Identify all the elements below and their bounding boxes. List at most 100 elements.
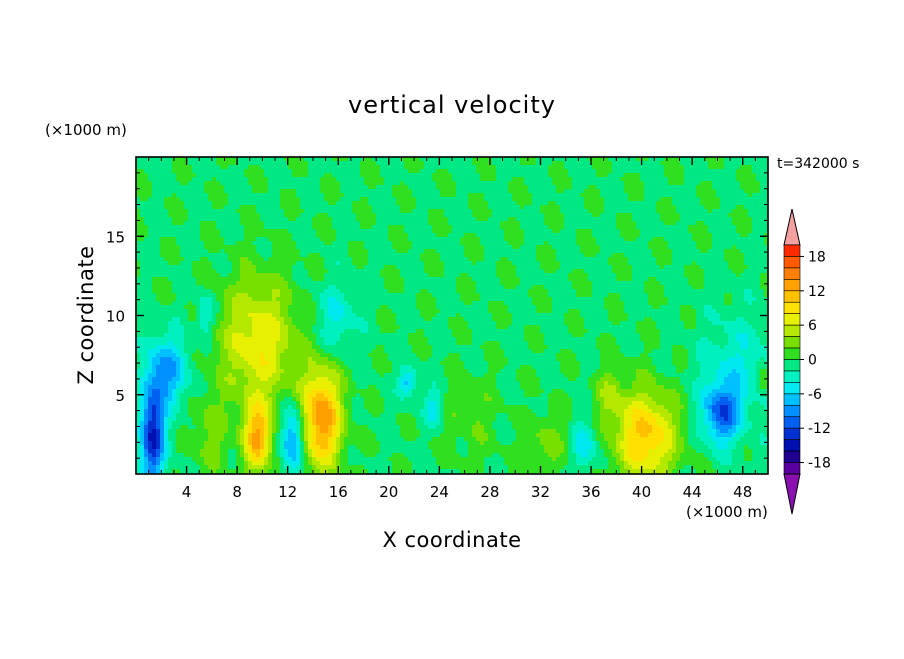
- heatmap-cell: [556, 249, 561, 254]
- heatmap-cell: [164, 253, 169, 258]
- heatmap-cell: [392, 225, 397, 230]
- heatmap-cell: [540, 277, 545, 282]
- heatmap-cell: [280, 281, 285, 286]
- heatmap-cell: [588, 173, 593, 178]
- heatmap-cell: [512, 281, 517, 286]
- heatmap-cell: [168, 185, 173, 190]
- heatmap-cell: [700, 233, 705, 238]
- heatmap-cell: [600, 213, 605, 218]
- heatmap-cell: [388, 169, 393, 174]
- heatmap-cell: [396, 205, 401, 210]
- heatmap-cell: [640, 185, 645, 190]
- heatmap-cell: [568, 237, 573, 242]
- heatmap-cell: [756, 253, 761, 258]
- heatmap-cell: [396, 269, 401, 274]
- heatmap-cell: [228, 205, 233, 210]
- heatmap-cell: [292, 157, 297, 162]
- heatmap-cell: [712, 233, 717, 238]
- heatmap-cell: [384, 189, 389, 194]
- heatmap-cell: [636, 261, 641, 266]
- heatmap-cell: [568, 265, 573, 270]
- heatmap-cell: [396, 281, 401, 286]
- heatmap-cell: [532, 269, 537, 274]
- heatmap-cell: [592, 209, 597, 214]
- heatmap-cell: [316, 157, 321, 162]
- heatmap-cell: [328, 265, 333, 270]
- heatmap-cell: [248, 165, 253, 170]
- heatmap-cell: [500, 205, 505, 210]
- heatmap-cell: [424, 185, 429, 190]
- heatmap-cell: [168, 193, 173, 198]
- heatmap-cell: [476, 217, 481, 222]
- heatmap-cell: [368, 205, 373, 210]
- heatmap-cell: [280, 157, 285, 162]
- heatmap-cell: [344, 197, 349, 202]
- heatmap-cell: [380, 261, 385, 266]
- heatmap-cell: [456, 281, 461, 286]
- heatmap-cell: [260, 237, 265, 242]
- heatmap-cell: [160, 213, 165, 218]
- heatmap-cell: [548, 245, 553, 250]
- heatmap-cell: [752, 193, 757, 198]
- heatmap-cell: [160, 233, 165, 238]
- heatmap-cell: [360, 257, 365, 262]
- heatmap-cell: [260, 245, 265, 250]
- heatmap-cell: [648, 181, 653, 186]
- heatmap-cell: [608, 273, 613, 278]
- heatmap-cell: [384, 161, 389, 166]
- heatmap-cell: [292, 237, 297, 242]
- heatmap-cell: [676, 273, 681, 278]
- heatmap-cell: [764, 173, 768, 178]
- heatmap-cell: [584, 169, 589, 174]
- heatmap-cell: [416, 193, 421, 198]
- heatmap-cell: [316, 269, 321, 274]
- heatmap-cell: [528, 189, 533, 194]
- heatmap-cell: [504, 241, 509, 246]
- heatmap-cell: [440, 189, 445, 194]
- heatmap-cell: [580, 277, 585, 282]
- heatmap-cell: [256, 229, 261, 234]
- heatmap-cell: [752, 265, 757, 270]
- heatmap-cell: [564, 241, 569, 246]
- heatmap-cell: [572, 197, 577, 202]
- heatmap-cell: [696, 273, 701, 278]
- heatmap-cell: [520, 189, 525, 194]
- heatmap-cell: [272, 185, 277, 190]
- heatmap-cell: [556, 189, 561, 194]
- heatmap-cell: [540, 237, 545, 242]
- heatmap-cell: [436, 277, 441, 282]
- heatmap-cell: [312, 189, 317, 194]
- heatmap-cell: [224, 173, 229, 178]
- heatmap-cell: [656, 241, 661, 246]
- heatmap-cell: [384, 233, 389, 238]
- heatmap-cell: [744, 269, 749, 274]
- heatmap-cell: [536, 217, 541, 222]
- heatmap-cell: [236, 229, 241, 234]
- heatmap-cell: [656, 157, 661, 162]
- heatmap-cell: [160, 273, 165, 278]
- heatmap-cell: [684, 249, 689, 254]
- heatmap-cell: [632, 189, 637, 194]
- heatmap-cell: [424, 225, 429, 230]
- heatmap-cell: [720, 193, 725, 198]
- heatmap-cell: [196, 225, 201, 230]
- heatmap-cell: [404, 209, 409, 214]
- heatmap-cell: [540, 225, 545, 230]
- heatmap-cell: [392, 273, 397, 278]
- heatmap-cell: [248, 269, 253, 274]
- heatmap-cell: [188, 201, 193, 206]
- heatmap-cell: [724, 157, 729, 162]
- heatmap-cell: [408, 201, 413, 206]
- heatmap-cell: [208, 197, 213, 202]
- heatmap-cell: [568, 269, 573, 274]
- heatmap-cell: [748, 229, 753, 234]
- heatmap-cell: [384, 225, 389, 230]
- heatmap-cell: [232, 181, 237, 186]
- heatmap-cell: [292, 269, 297, 274]
- heatmap-cell: [692, 213, 697, 218]
- heatmap-cell: [740, 277, 745, 282]
- heatmap-cell: [496, 277, 501, 282]
- heatmap-cell: [640, 253, 645, 258]
- heatmap-cell: [284, 181, 289, 186]
- heatmap-cell: [400, 193, 405, 198]
